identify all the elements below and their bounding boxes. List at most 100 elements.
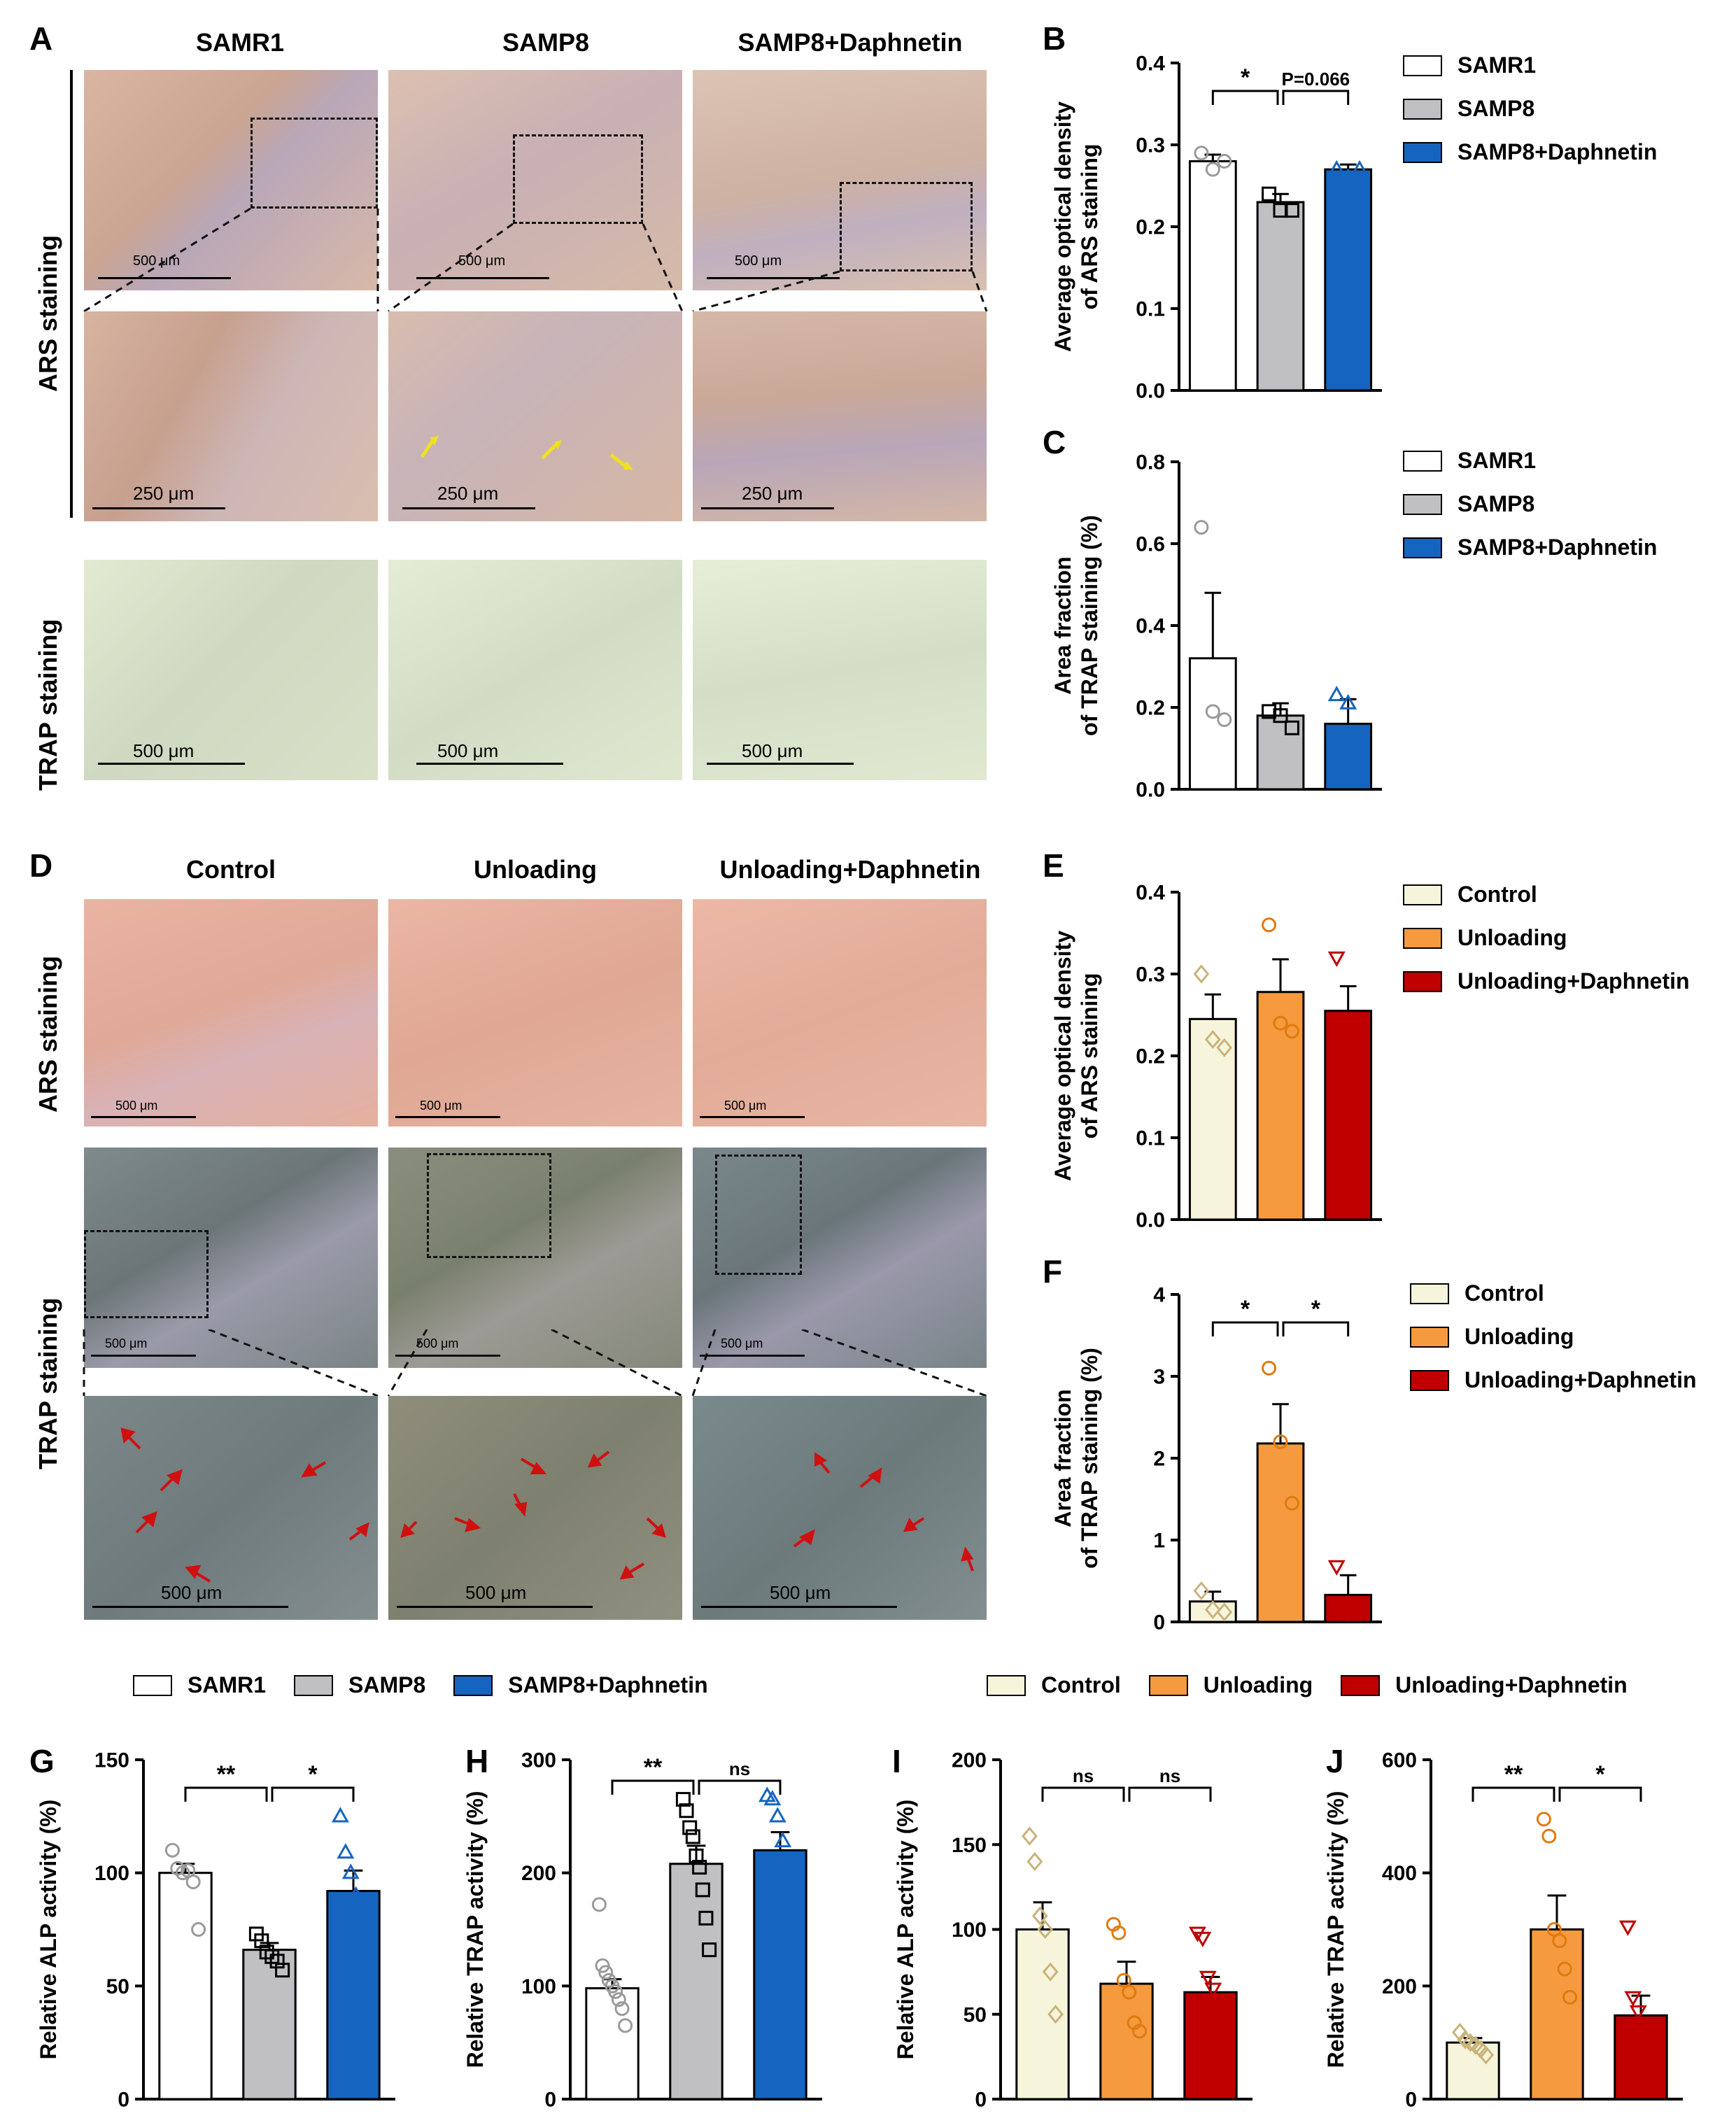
legend-item: Unloading — [1148, 1672, 1313, 1698]
legend-swatch — [1410, 1283, 1449, 1304]
y-tick-label: 4 — [1153, 1284, 1165, 1307]
data-point — [1262, 1360, 1277, 1376]
data-point — [698, 1910, 714, 1926]
legend-item: SAMP8+Daphnetin — [453, 1672, 708, 1698]
scale-bar — [397, 1606, 593, 1608]
legend-swatch — [294, 1674, 334, 1696]
y-tick-label: 0.2 — [1136, 216, 1165, 239]
chart-b: 0.0 0.1 0.2 0.3 0.4 Average optical density of… — [1050, 52, 1382, 403]
legend-label: SAMR1 — [1458, 52, 1537, 78]
y-tick-label: 0.4 — [1136, 615, 1165, 638]
data-point — [1215, 2020, 1233, 2036]
zoom-box — [250, 118, 378, 209]
data-point — [1209, 1999, 1227, 2016]
data-point — [689, 1848, 704, 1863]
y-tick-label: 50 — [106, 1975, 129, 1998]
micrograph-ars-control: 500 μm — [84, 899, 378, 1127]
legend-item: Unloading+Daphnetin — [1410, 1367, 1697, 1393]
panel-label-G: G — [29, 1743, 55, 1779]
panel-label-C: C — [1043, 424, 1066, 460]
legend-item: SAMR1 — [133, 1672, 266, 1698]
legend-label: Unloading — [1458, 925, 1567, 950]
y-tick-label: 200 — [952, 1749, 987, 1772]
data-point — [1021, 1826, 1038, 1846]
data-point — [1284, 203, 1299, 218]
micrograph-ars-unloading: 500 μm — [388, 899, 682, 1127]
micrograph-ars-zoom-samr1: 250 μm — [84, 311, 378, 521]
micrograph-trap-zoom-control: 500 μm — [84, 1396, 378, 1620]
legend-swatch — [453, 1674, 493, 1696]
significance-label: * — [1595, 1761, 1605, 1788]
data-point — [1350, 759, 1369, 775]
red-arrows — [120, 1427, 369, 1583]
significance-label: ns — [729, 1758, 750, 1779]
y-tick-label: 0.4 — [1136, 882, 1165, 905]
zoom-connectors-a — [83, 207, 988, 313]
data-point — [341, 1863, 360, 1879]
legend-item: SAMR1 — [1403, 52, 1536, 78]
data-point — [614, 2001, 630, 2017]
y-tick-label: 0.8 — [1136, 451, 1165, 474]
scale-bar — [91, 1116, 196, 1118]
micrograph-trap-zoom-unloading: 500 μm — [388, 1396, 682, 1620]
data-point — [1339, 1025, 1357, 1041]
data-point — [774, 1831, 792, 1848]
micrograph-trap-samp8-daphnetin: 500 μm — [693, 560, 987, 780]
bar — [242, 1949, 297, 2101]
chart-e: 0.0 0.1 0.2 0.3 0.4 Average optical density of… — [1050, 882, 1382, 1232]
legend-swatch — [1403, 493, 1442, 515]
data-point — [1116, 1972, 1131, 1988]
legend-label: SAMP8 — [348, 1672, 426, 1697]
data-point — [1557, 1961, 1572, 1977]
zoom-connectors-d — [83, 1329, 987, 1397]
legend-item: SAMR1 — [1403, 448, 1536, 474]
y-axis-label: of TRAP staining (%) — [1077, 1348, 1102, 1569]
significance-bracket — [1282, 1321, 1350, 1336]
y-tick-label: 200 — [1382, 1975, 1417, 1998]
data-point — [1327, 1560, 1346, 1576]
y-tick-label: 2 — [1153, 1448, 1165, 1471]
data-point — [1111, 1925, 1127, 1940]
y-axis-label: Relative ALP activity (%) — [36, 1800, 61, 2060]
data-point — [1194, 1931, 1212, 1948]
scale-label: 500 μm — [724, 1099, 767, 1113]
significance-label: * — [308, 1761, 318, 1788]
y-tick-label: 0.1 — [1136, 298, 1165, 321]
row-title-trap-a: TRAP staining — [34, 619, 62, 791]
data-point — [1284, 1495, 1299, 1511]
y-tick-label: 3 — [1153, 1366, 1165, 1389]
legend-swatch — [1410, 1369, 1449, 1391]
row-title-ars-d: ARS staining — [34, 955, 62, 1113]
significance-label: ** — [644, 1754, 663, 1781]
data-point — [1327, 686, 1346, 702]
scale-bar — [92, 1606, 288, 1608]
data-point — [1194, 520, 1209, 535]
scale-label: 500 μm — [735, 253, 782, 269]
data-point — [608, 1984, 623, 1999]
scale-bar — [416, 277, 549, 279]
data-point — [1047, 2005, 1064, 2024]
data-point — [1350, 160, 1369, 176]
scale-label: 500 μm — [458, 253, 506, 269]
panel-label-B: B — [1043, 20, 1066, 57]
legend-gh: SAMR1 SAMP8 SAMP8+Daphnetin — [133, 1672, 708, 1698]
significance-bracket — [184, 1786, 268, 1802]
bar — [1530, 1928, 1584, 2101]
legend-item: Unloading+Daphnetin — [1341, 1672, 1628, 1698]
row-divider-ars — [70, 70, 73, 518]
data-point — [1216, 1602, 1233, 1622]
legend-ij: Control Unloading Unloading+Daphnetin — [987, 1672, 1628, 1698]
legend-label: Unloading — [1465, 1324, 1574, 1349]
micrograph-trap-zoom-unloading-daphnetin: 500 μm — [693, 1396, 987, 1620]
y-tick-label: 0.2 — [1136, 1045, 1165, 1068]
micrograph-ars-zoom-samp8: 250 μm — [388, 311, 682, 521]
data-point — [779, 1863, 797, 1879]
legend-label: SAMR1 — [1458, 448, 1537, 473]
data-point — [1327, 951, 1346, 968]
scale-label: 500 μm — [742, 740, 803, 761]
data-point — [768, 1807, 786, 1823]
significance-bracket — [1558, 1786, 1642, 1802]
significance-bracket — [698, 1779, 782, 1795]
zoom-box — [840, 182, 973, 271]
